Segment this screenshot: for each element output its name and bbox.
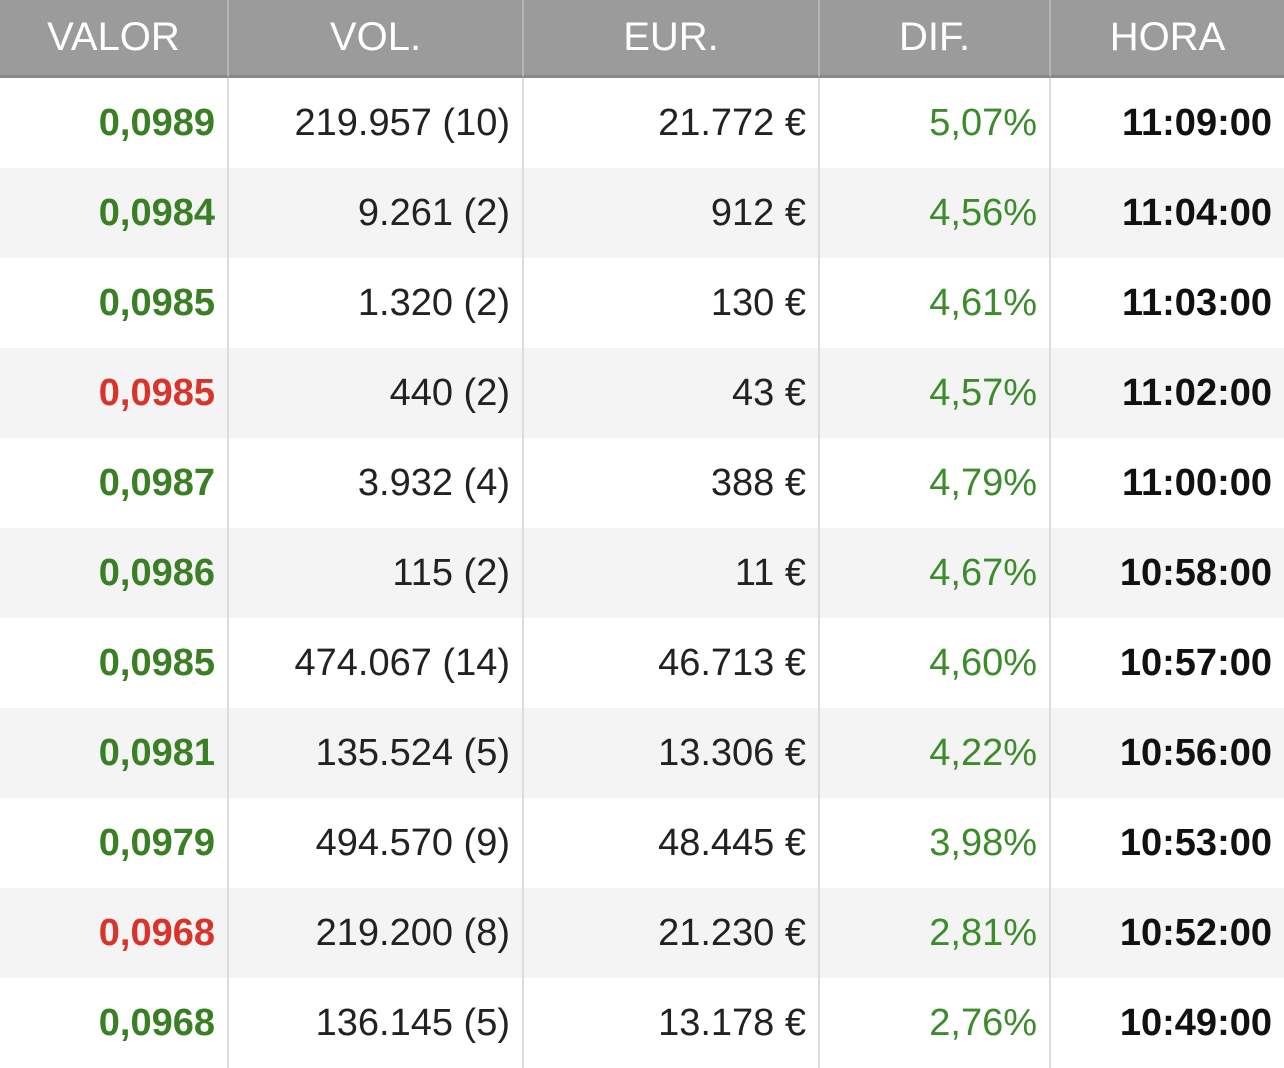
dif-cell: 2,76% (820, 978, 1051, 1068)
eur-cell: 13.178 € (524, 978, 820, 1068)
valor-cell: 0,0985 (0, 348, 229, 438)
eur-cell: 13.306 € (524, 708, 820, 798)
dif-cell: 5,07% (820, 78, 1051, 168)
column-header: VALOR (0, 0, 229, 78)
dif-cell: 4,22% (820, 708, 1051, 798)
column-header: VOL. (229, 0, 524, 78)
vol-cell: 3.932 (4) (229, 438, 524, 528)
eur-cell: 130 € (524, 258, 820, 348)
dif-cell: 2,81% (820, 888, 1051, 978)
hora-cell: 10:52:00 (1051, 888, 1284, 978)
valor-cell: 0,0989 (0, 78, 229, 168)
column-header: DIF. (820, 0, 1051, 78)
hora-cell: 11:03:00 (1121, 281, 1272, 324)
hora-cell: 11:04:00 (1051, 168, 1284, 258)
valor-cell: 0,0986 (0, 528, 229, 618)
dif-cell: 4,67% (820, 528, 1051, 618)
column-header: EUR. (524, 0, 820, 78)
vol-cell: 219.200 (8) (229, 888, 524, 978)
vol-cell: 136.145 (5) (229, 978, 524, 1068)
vol-cell: 1.320 (2) (229, 258, 524, 348)
vol-cell: 440 (2) (229, 348, 524, 438)
valor-cell: 0,0984 (0, 168, 229, 258)
eur-cell: 11 € (524, 528, 820, 618)
vol-cell: 9.261 (2) (229, 168, 524, 258)
eur-cell: 43 € (524, 348, 820, 438)
valor-cell: 0,0968 (0, 978, 229, 1068)
eur-cell: 388 € (524, 438, 820, 528)
dif-cell: 3,98% (820, 798, 1051, 888)
hora-cell: 10:56:00 (1051, 708, 1284, 798)
eur-cell: 48.445 € (524, 798, 820, 888)
hora-cell: 10:58:00 (1051, 528, 1284, 618)
valor-cell: 0,0985 (0, 258, 229, 348)
eur-cell: 21.230 € (524, 888, 820, 978)
valor-cell: 0,0987 (0, 438, 229, 528)
column-header: HORA (1051, 0, 1284, 78)
vol-cell: 494.570 (9) (229, 798, 524, 888)
valor-cell: 0,0981 (0, 708, 229, 798)
valor-cell: 0,0979 (0, 798, 229, 888)
hora-cell: 11:02:00 (1051, 348, 1284, 438)
dif-cell: 4,56% (820, 168, 1051, 258)
dif-cell: 4,60% (820, 618, 1051, 708)
hora-cell: 10:57:00 (1119, 641, 1272, 684)
eur-cell: 46.713 € (524, 618, 820, 708)
dif-cell: 4,61% (820, 258, 1051, 348)
hora-cell: 10:49:00 (1119, 1001, 1272, 1044)
dif-cell: 4,79% (820, 438, 1051, 528)
vol-cell: 135.524 (5) (229, 708, 524, 798)
vol-cell: 474.067 (14) (229, 618, 524, 708)
hora-cell: 11:00:00 (1121, 461, 1272, 504)
eur-cell: 21.772 € (524, 78, 820, 168)
hora-cell: 10:53:00 (1119, 821, 1272, 864)
valor-cell: 0,0985 (0, 618, 229, 708)
vol-cell: 115 (2) (229, 528, 524, 618)
vol-cell: 219.957 (10) (229, 78, 524, 168)
dif-cell: 4,57% (820, 348, 1051, 438)
eur-cell: 912 € (524, 168, 820, 258)
valor-cell: 0,0968 (0, 888, 229, 978)
hora-cell: 11:09:00 (1121, 101, 1272, 144)
